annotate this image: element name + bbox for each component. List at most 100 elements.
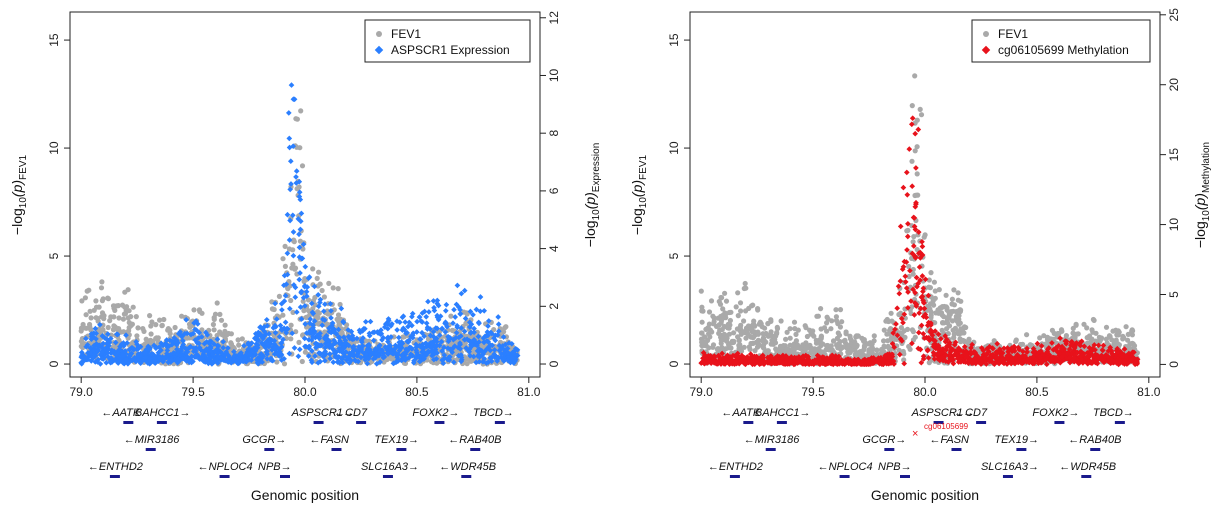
point xyxy=(1085,335,1091,341)
point xyxy=(958,298,964,304)
legend-label: FEV1 xyxy=(391,27,421,41)
point xyxy=(434,297,441,304)
point xyxy=(719,326,725,333)
point xyxy=(741,318,747,324)
point xyxy=(949,301,955,307)
y-right-tick-label: 0 xyxy=(547,360,561,367)
point xyxy=(301,308,307,314)
point xyxy=(121,311,127,317)
y-left-axis-title: −log10(p)FEV1 xyxy=(9,155,29,236)
point xyxy=(812,346,818,353)
gene-label: GCGR→ xyxy=(242,434,286,446)
gene-model xyxy=(470,448,481,451)
point xyxy=(871,333,877,339)
point xyxy=(957,320,963,326)
gene-model xyxy=(331,448,342,451)
point xyxy=(756,342,762,348)
point xyxy=(314,275,320,281)
point xyxy=(87,325,93,331)
point xyxy=(843,329,849,335)
point xyxy=(302,263,309,270)
legend-marker xyxy=(376,31,382,37)
point xyxy=(947,311,953,317)
gene-model xyxy=(123,421,134,424)
gene-model xyxy=(156,421,167,424)
y-right-tick-label: 8 xyxy=(547,130,561,137)
point xyxy=(718,294,724,301)
legend-label: ASPSCR1 Expression xyxy=(391,43,510,57)
point xyxy=(330,285,336,291)
gene-label: BAHCC1→ xyxy=(135,407,191,419)
point xyxy=(105,296,111,302)
point xyxy=(936,310,942,316)
series-0 xyxy=(698,73,1140,367)
point xyxy=(288,82,295,88)
point xyxy=(105,324,111,331)
point xyxy=(344,322,350,328)
point xyxy=(157,317,163,323)
y-right-tick-label: 4 xyxy=(547,245,561,252)
point xyxy=(107,318,113,324)
point xyxy=(442,307,449,314)
point xyxy=(814,313,820,319)
gene-model xyxy=(494,421,505,424)
point xyxy=(848,348,854,354)
point xyxy=(810,328,816,334)
point xyxy=(87,308,93,314)
point xyxy=(443,301,450,308)
point xyxy=(896,311,902,318)
y-left-tick-label: 5 xyxy=(47,252,61,259)
point xyxy=(943,304,949,310)
point xyxy=(122,304,128,310)
point xyxy=(818,306,824,312)
point xyxy=(296,346,303,353)
point xyxy=(1106,333,1113,339)
point xyxy=(787,335,793,341)
point xyxy=(134,333,140,339)
point xyxy=(423,320,430,327)
point xyxy=(752,348,758,354)
gene-label: NPB→ xyxy=(258,461,292,473)
point xyxy=(99,279,105,285)
point xyxy=(932,288,938,294)
point xyxy=(1071,334,1077,340)
gene-label: ←WDR45B xyxy=(439,461,496,473)
point xyxy=(362,318,369,325)
point xyxy=(491,327,497,333)
point xyxy=(751,318,757,324)
point xyxy=(290,252,297,259)
point xyxy=(335,312,342,318)
point xyxy=(723,298,730,304)
point xyxy=(912,73,918,79)
point xyxy=(118,329,124,335)
point xyxy=(698,288,704,294)
point xyxy=(78,338,84,344)
point xyxy=(296,184,302,190)
gene-model xyxy=(461,475,472,478)
point xyxy=(299,358,305,365)
point xyxy=(287,158,294,165)
point xyxy=(288,297,294,304)
point xyxy=(222,322,228,328)
point xyxy=(161,316,167,323)
point xyxy=(944,320,951,326)
point xyxy=(698,336,705,342)
point xyxy=(1120,336,1126,342)
point xyxy=(290,309,296,315)
point xyxy=(913,165,919,171)
gene-label: TBCD→ xyxy=(473,407,514,419)
point xyxy=(111,323,117,329)
point xyxy=(239,336,245,342)
point xyxy=(93,298,99,304)
point xyxy=(869,345,875,351)
point xyxy=(759,337,765,344)
point xyxy=(1089,327,1095,333)
point xyxy=(300,298,306,304)
point xyxy=(1084,325,1090,331)
point xyxy=(148,323,154,329)
point xyxy=(837,339,843,345)
point xyxy=(914,171,920,177)
point xyxy=(915,126,922,133)
